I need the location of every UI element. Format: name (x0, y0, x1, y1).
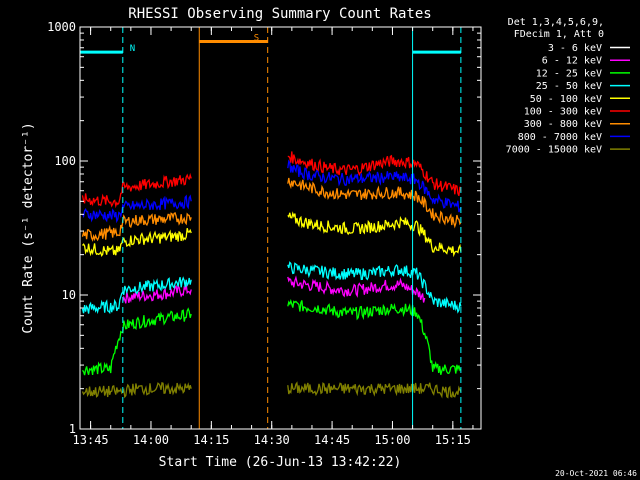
y-tick-label-2: 100 (54, 154, 76, 168)
flag-label-2: S (254, 33, 259, 43)
x-tick-label-3: 14:30 (254, 433, 290, 447)
series-0-segment-0 (134, 342, 192, 374)
x-tick-label-2: 14:15 (193, 433, 229, 447)
series-4-segment-0 (82, 228, 192, 258)
legend-label-1: 6 - 12 keV (542, 56, 602, 67)
legend-label-8: 7000 - 15000 keV (506, 145, 602, 156)
series-3-segment-0 (81, 276, 192, 315)
legend: Det 1,3,4,5,6,9,FDecim 1, Att 0 3 - 6 keV… (506, 17, 630, 156)
series-2-segment-1 (287, 298, 462, 375)
footer-date: 20-Oct-2021 06:46 (555, 469, 637, 478)
series-5 (81, 151, 462, 209)
series-layer (81, 151, 462, 399)
x-tick-label-6: 15:15 (435, 433, 471, 447)
series-6-segment-1 (287, 177, 462, 229)
series-5-segment-0 (81, 172, 192, 209)
legend-header-0: Det 1,3,4,5,6,9, (508, 17, 604, 28)
series-5-segment-1 (287, 151, 462, 197)
legend-label-5: 100 - 300 keV (524, 107, 602, 118)
legend-label-2: 12 - 25 keV (536, 68, 602, 79)
legend-label-6: 300 - 800 keV (524, 119, 602, 130)
series-1 (122, 275, 426, 304)
series-6-segment-0 (81, 211, 192, 242)
series-2 (81, 298, 462, 376)
series-7-segment-1 (287, 159, 462, 213)
legend-label-4: 50 - 100 keV (530, 94, 602, 105)
series-7-segment-0 (81, 194, 192, 224)
y-tick-label-0: 1 (69, 422, 76, 436)
series-4-segment-1 (287, 211, 462, 258)
flag-label-0: N (130, 44, 135, 54)
x-tick-label-1: 14:00 (133, 433, 169, 447)
x-tick-label-4: 14:45 (314, 433, 350, 447)
series-7 (81, 159, 462, 224)
series-8-segment-1 (287, 381, 462, 399)
x-tick-label-5: 15:00 (374, 433, 410, 447)
series-6 (81, 177, 462, 242)
series-3-segment-1 (287, 261, 462, 314)
plot-frame (79, 26, 482, 430)
y-tick-label-1: 10 (62, 288, 76, 302)
y-axis-label: Count Rate (s⁻¹ detector⁻¹) (21, 122, 36, 333)
x-tick-label-0: 13:45 (73, 433, 109, 447)
series-1-segment-1 (287, 275, 426, 303)
series-0-segment-1 (287, 339, 434, 364)
series-8-segment-0 (81, 382, 192, 399)
series-1-segment-0 (122, 284, 192, 304)
chart-title: RHESSI Observing Summary Count Rates (128, 6, 431, 22)
legend-label-3: 25 - 50 keV (536, 81, 602, 92)
series-2-segment-0 (81, 307, 192, 376)
axis-layer: 13:45 14:00 14:15 14:30 14:45 15:00 15:15 1 10 10… (47, 20, 481, 447)
legend-label-7: 800 - 7000 keV (518, 132, 602, 143)
series-8 (81, 381, 462, 399)
series-0 (134, 339, 434, 374)
legend-header-1: FDecim 1, Att 0 (514, 29, 604, 40)
y-tick-label-3: 1000 (47, 20, 76, 34)
series-4 (82, 211, 462, 258)
annotation-layer: NS (80, 27, 462, 429)
x-axis-label: Start Time (26-Jun-13 13:42:22) (159, 455, 402, 470)
series-3 (81, 261, 462, 315)
legend-label-0: 3 - 6 keV (548, 43, 602, 54)
